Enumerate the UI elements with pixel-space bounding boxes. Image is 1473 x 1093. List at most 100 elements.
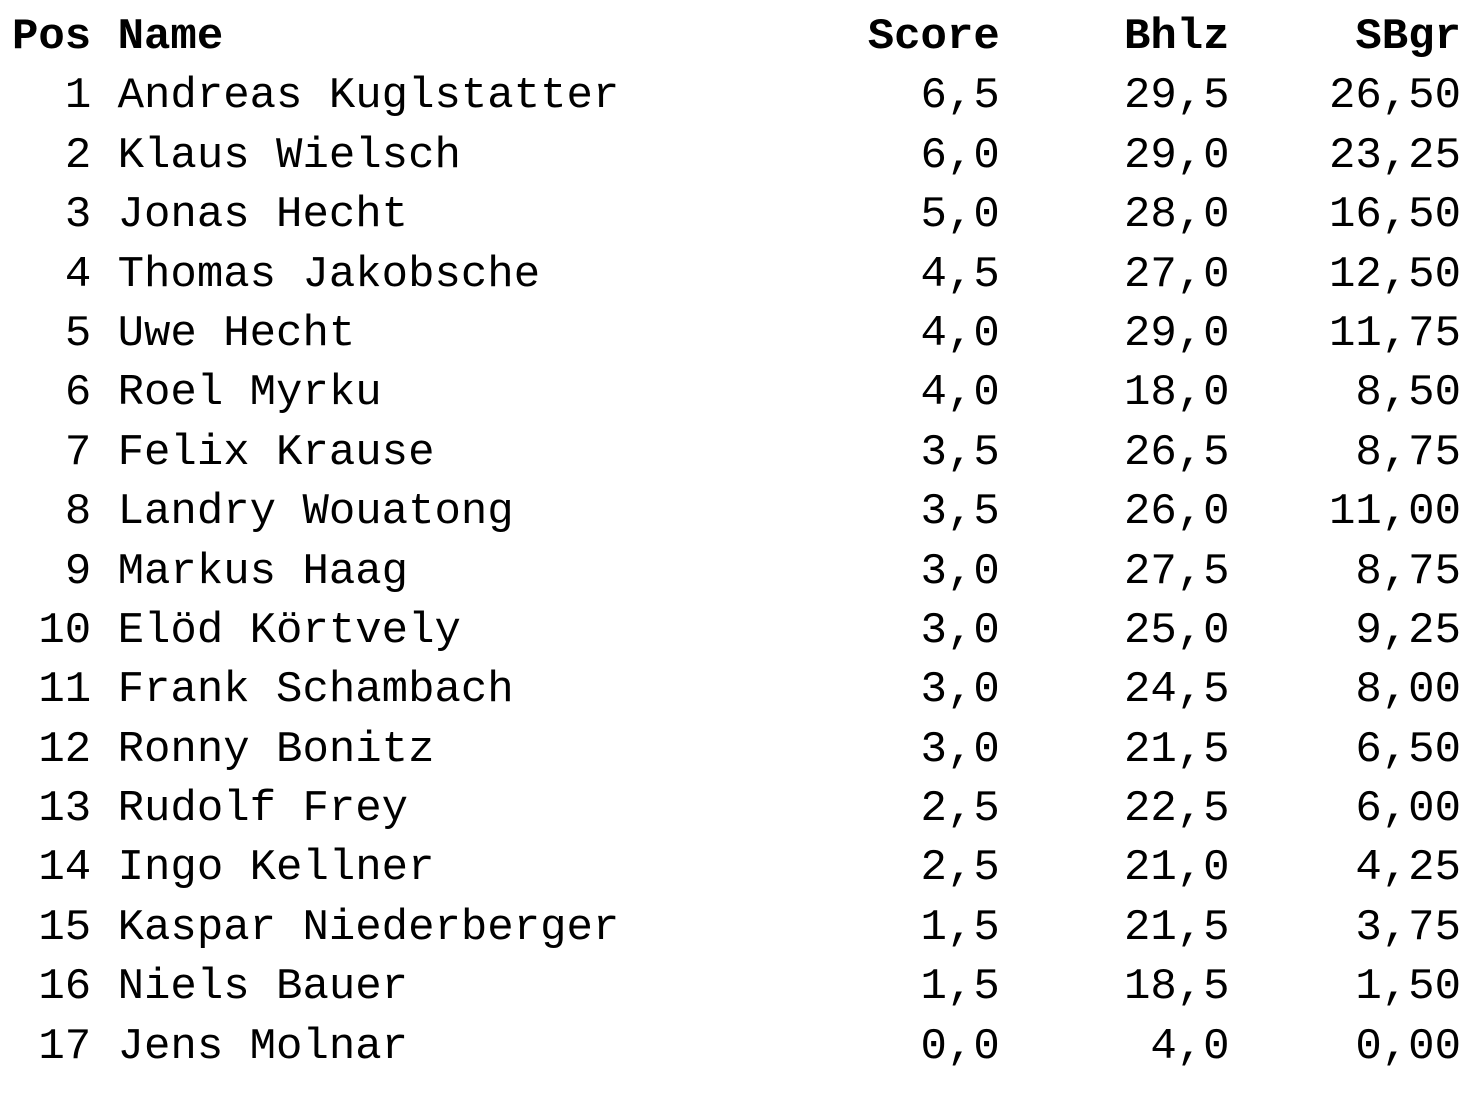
cell-score: 3,5 bbox=[719, 483, 1000, 542]
cell-bhlz: 28,0 bbox=[1000, 186, 1230, 245]
cell-name: Felix Krause bbox=[118, 424, 719, 483]
cell-sbgr: 6,50 bbox=[1230, 721, 1461, 780]
cell-score: 3,0 bbox=[719, 543, 1000, 602]
cell-score: 6,0 bbox=[719, 127, 1000, 186]
cell-gap bbox=[91, 839, 117, 898]
standings-table: Pos Name Score Bhlz SBgr 1 Andreas Kugls… bbox=[12, 8, 1461, 1077]
cell-sbgr: 8,50 bbox=[1230, 364, 1461, 423]
cell-bhlz: 26,0 bbox=[1000, 483, 1230, 542]
cell-bhlz: 18,0 bbox=[1000, 364, 1230, 423]
cell-bhlz: 27,0 bbox=[1000, 246, 1230, 305]
cell-gap bbox=[91, 543, 117, 602]
cell-gap bbox=[91, 364, 117, 423]
cell-name: Niels Bauer bbox=[118, 958, 719, 1017]
cell-gap bbox=[91, 899, 117, 958]
cell-bhlz: 29,5 bbox=[1000, 67, 1230, 126]
cell-sbgr: 26,50 bbox=[1230, 67, 1461, 126]
cell-score: 6,5 bbox=[719, 67, 1000, 126]
cell-gap bbox=[91, 246, 117, 305]
cell-pos: 15 bbox=[12, 899, 91, 958]
cell-pos: 9 bbox=[12, 543, 91, 602]
cell-bhlz: 21,0 bbox=[1000, 839, 1230, 898]
cell-score: 2,5 bbox=[719, 839, 1000, 898]
cell-gap bbox=[91, 67, 117, 126]
cell-gap bbox=[91, 661, 117, 720]
table-row: 16 Niels Bauer1,518,51,50 bbox=[12, 958, 1461, 1017]
cell-sbgr: 12,50 bbox=[1230, 246, 1461, 305]
table-row: 12 Ronny Bonitz3,021,56,50 bbox=[12, 721, 1461, 780]
cell-name: Andreas Kuglstatter bbox=[118, 67, 719, 126]
cell-score: 3,5 bbox=[719, 424, 1000, 483]
cell-pos: 13 bbox=[12, 780, 91, 839]
cell-bhlz: 27,5 bbox=[1000, 543, 1230, 602]
cell-sbgr: 4,25 bbox=[1230, 839, 1461, 898]
cell-bhlz: 29,0 bbox=[1000, 305, 1230, 364]
cell-name: Klaus Wielsch bbox=[118, 127, 719, 186]
cell-name: Thomas Jakobsche bbox=[118, 246, 719, 305]
table-row: 5 Uwe Hecht4,029,011,75 bbox=[12, 305, 1461, 364]
cell-name: Ingo Kellner bbox=[118, 839, 719, 898]
cell-bhlz: 24,5 bbox=[1000, 661, 1230, 720]
col-header-name: Name bbox=[118, 8, 719, 67]
cell-name: Elöd Körtvely bbox=[118, 602, 719, 661]
cell-gap bbox=[91, 1018, 117, 1077]
cell-pos: 1 bbox=[12, 67, 91, 126]
cell-name: Markus Haag bbox=[118, 543, 719, 602]
cell-gap bbox=[91, 780, 117, 839]
cell-sbgr: 9,25 bbox=[1230, 602, 1461, 661]
col-header-pos: Pos bbox=[12, 8, 91, 67]
cell-pos: 7 bbox=[12, 424, 91, 483]
cell-gap bbox=[91, 305, 117, 364]
cell-bhlz: 21,5 bbox=[1000, 721, 1230, 780]
cell-gap bbox=[91, 127, 117, 186]
table-header-row: Pos Name Score Bhlz SBgr bbox=[12, 8, 1461, 67]
table-row: 2 Klaus Wielsch6,029,023,25 bbox=[12, 127, 1461, 186]
cell-bhlz: 18,5 bbox=[1000, 958, 1230, 1017]
cell-sbgr: 23,25 bbox=[1230, 127, 1461, 186]
cell-score: 2,5 bbox=[719, 780, 1000, 839]
cell-pos: 4 bbox=[12, 246, 91, 305]
cell-pos: 8 bbox=[12, 483, 91, 542]
cell-pos: 16 bbox=[12, 958, 91, 1017]
cell-pos: 17 bbox=[12, 1018, 91, 1077]
col-header-bhlz: Bhlz bbox=[1000, 8, 1230, 67]
cell-name: Landry Wouatong bbox=[118, 483, 719, 542]
col-gap bbox=[91, 8, 117, 67]
cell-sbgr: 8,00 bbox=[1230, 661, 1461, 720]
cell-score: 1,5 bbox=[719, 958, 1000, 1017]
cell-score: 3,0 bbox=[719, 721, 1000, 780]
cell-score: 4,5 bbox=[719, 246, 1000, 305]
cell-name: Frank Schambach bbox=[118, 661, 719, 720]
table-row: 4 Thomas Jakobsche4,527,012,50 bbox=[12, 246, 1461, 305]
cell-pos: 12 bbox=[12, 721, 91, 780]
cell-pos: 6 bbox=[12, 364, 91, 423]
table-row: 10 Elöd Körtvely3,025,09,25 bbox=[12, 602, 1461, 661]
table-body: 1 Andreas Kuglstatter6,529,526,50 2 Klaus… bbox=[12, 67, 1461, 1077]
cell-gap bbox=[91, 602, 117, 661]
cell-sbgr: 3,75 bbox=[1230, 899, 1461, 958]
cell-gap bbox=[91, 721, 117, 780]
table-row: 13 Rudolf Frey2,522,56,00 bbox=[12, 780, 1461, 839]
cell-score: 3,0 bbox=[719, 602, 1000, 661]
cell-name: Kaspar Niederberger bbox=[118, 899, 719, 958]
col-header-score: Score bbox=[719, 8, 1000, 67]
cell-pos: 10 bbox=[12, 602, 91, 661]
table-row: 7 Felix Krause3,526,58,75 bbox=[12, 424, 1461, 483]
cell-bhlz: 4,0 bbox=[1000, 1018, 1230, 1077]
table-row: 17 Jens Molnar0,04,00,00 bbox=[12, 1018, 1461, 1077]
cell-sbgr: 6,00 bbox=[1230, 780, 1461, 839]
cell-gap bbox=[91, 958, 117, 1017]
cell-score: 4,0 bbox=[719, 364, 1000, 423]
table-row: 6 Roel Myrku4,018,08,50 bbox=[12, 364, 1461, 423]
cell-bhlz: 25,0 bbox=[1000, 602, 1230, 661]
table-row: 8 Landry Wouatong3,526,011,00 bbox=[12, 483, 1461, 542]
cell-gap bbox=[91, 483, 117, 542]
cell-name: Jonas Hecht bbox=[118, 186, 719, 245]
cell-pos: 2 bbox=[12, 127, 91, 186]
cell-pos: 3 bbox=[12, 186, 91, 245]
cell-sbgr: 8,75 bbox=[1230, 424, 1461, 483]
cell-name: Ronny Bonitz bbox=[118, 721, 719, 780]
cell-bhlz: 22,5 bbox=[1000, 780, 1230, 839]
cell-bhlz: 21,5 bbox=[1000, 899, 1230, 958]
col-header-sbgr: SBgr bbox=[1230, 8, 1461, 67]
